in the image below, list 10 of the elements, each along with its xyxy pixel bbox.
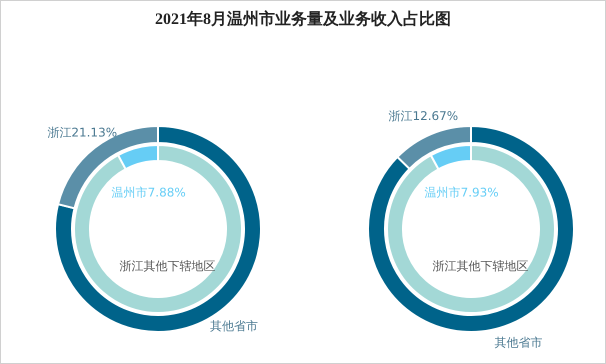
text: 2021年8月温州市业务量及业务收入占比图 [154,9,452,30]
donut-slice [367,125,575,333]
slice-label: 浙江其他下辖地区 [432,259,528,274]
slice-label: 温州市7.93% [424,185,499,200]
slice-label: 其他省市 [494,336,543,350]
slice-label: 浙江其他下辖地区 [119,259,216,274]
slice-label: 浙江12.67% [388,108,458,123]
slice-label: 其他省市 [210,319,258,334]
slice-label: 浙江21.13% [47,125,118,140]
slice-label: 温州市7.88% [112,185,186,200]
